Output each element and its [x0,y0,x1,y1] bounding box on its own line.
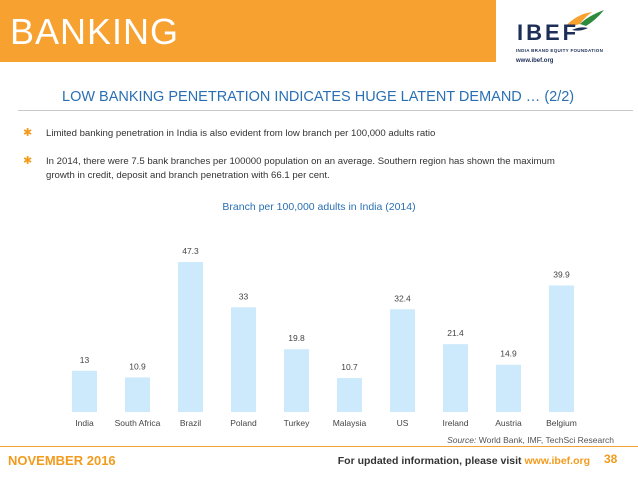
star-bullet-icon: ✱ [23,155,33,167]
bar-ireland [443,344,468,412]
ibef-logo[interactable]: IBEF INDIA BRAND EQUITY FOUNDATION www.i… [496,0,638,78]
category-label: Brazil [180,418,201,428]
bird-icon [564,10,604,31]
bar-india [72,370,97,412]
bullet-text-2: In 2014, there were 7.5 bank branches pe… [46,156,555,167]
category-label: India [75,418,94,428]
bar-brazil [178,262,203,412]
logo-subtitle: INDIA BRAND EQUITY FOUNDATION [516,48,604,53]
data-label: 10.7 [341,362,358,372]
section-title: BANKING [10,11,180,52]
category-label: Belgium [546,418,577,428]
page-subtitle: LOW BANKING PENETRATION INDICATES HUGE L… [62,89,575,105]
header-banner: BANKING [0,0,496,62]
data-label: 32.4 [394,293,411,303]
data-label: 39.9 [553,269,570,279]
bar-malaysia [337,378,362,412]
logo-text: IBEF [517,20,580,45]
footer-info-text: For updated information, please visit [337,455,522,467]
source-note: Source: World Bank, IMF, TechSci Researc… [447,435,614,445]
data-label: 14.9 [500,349,517,359]
bar-south-africa [125,377,150,412]
star-bullet-icon: ✱ [23,127,33,139]
footer-info: For updated information, please visit ww… [338,455,590,467]
bar-austria [496,364,521,412]
footer-divider [0,446,638,447]
category-label: Ireland [443,418,469,428]
page-number: 38 [604,452,618,466]
category-label: Poland [230,418,257,428]
category-label: US [397,418,409,428]
data-label: 19.8 [288,333,305,343]
data-label: 21.4 [447,328,464,338]
source-label: Source: [447,435,477,445]
data-label: 33 [239,291,249,301]
bullet-text-2-cont: growth in credit, deposit and branch pen… [46,170,330,181]
footer-url-link[interactable]: www.ibef.org [524,455,590,467]
category-label: Malaysia [333,418,367,428]
data-label: 47.3 [182,246,199,256]
chart-title: Branch per 100,000 adults in India (2014… [222,201,416,213]
logo-url: www.ibef.org [516,58,554,64]
category-label: Austria [495,418,522,428]
source-text: World Bank, IMF, TechSci Research [478,435,614,445]
bar-us [390,309,415,412]
data-label: 10.9 [129,361,146,371]
bar-poland [231,307,256,412]
bar-belgium [549,285,574,412]
bar-turkey [284,349,309,412]
category-label: South Africa [115,418,161,428]
data-label: 13 [80,355,90,365]
bullet-text-1: Limited banking penetration in India is … [46,128,436,139]
divider [18,110,633,111]
footer-date: NOVEMBER 2016 [8,453,116,468]
category-label: Turkey [284,418,310,428]
